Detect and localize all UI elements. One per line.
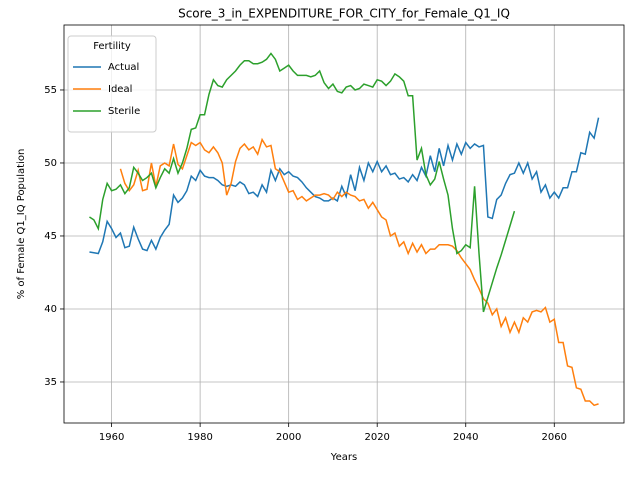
- y-tick-label: 35: [44, 377, 57, 388]
- plot-frame: [63, 24, 625, 424]
- x-tick-label: 2060: [542, 432, 567, 443]
- chart-title: Score_3_in_EXPENDITURE_FOR_CITY_for_Fema…: [178, 7, 510, 21]
- y-tick-label: 45: [44, 231, 57, 242]
- y-tick-label: 40: [44, 304, 57, 315]
- y-axis-label: % of Female Q1_IQ Population: [16, 149, 27, 300]
- legend-label: Ideal: [108, 84, 132, 95]
- x-tick-label: 1980: [187, 432, 212, 443]
- y-tick-label: 50: [44, 158, 57, 169]
- legend-title: Fertility: [93, 41, 131, 52]
- legend-label: Sterile: [108, 106, 140, 117]
- x-axis-label: Years: [330, 452, 357, 463]
- x-tick-label: 2020: [364, 432, 389, 443]
- legend: Fertility Actual Ideal Sterile: [67, 35, 157, 133]
- data-line: [119, 137, 599, 407]
- x-tick-label: 2000: [276, 432, 301, 443]
- legend-box: [67, 35, 157, 133]
- y-tick-label: 55: [44, 85, 57, 96]
- x-tick-label: 1960: [99, 432, 124, 443]
- data-line: [89, 117, 600, 255]
- x-tick-label: 2040: [453, 432, 478, 443]
- legend-label: Actual: [108, 62, 139, 73]
- data-line: [89, 52, 516, 313]
